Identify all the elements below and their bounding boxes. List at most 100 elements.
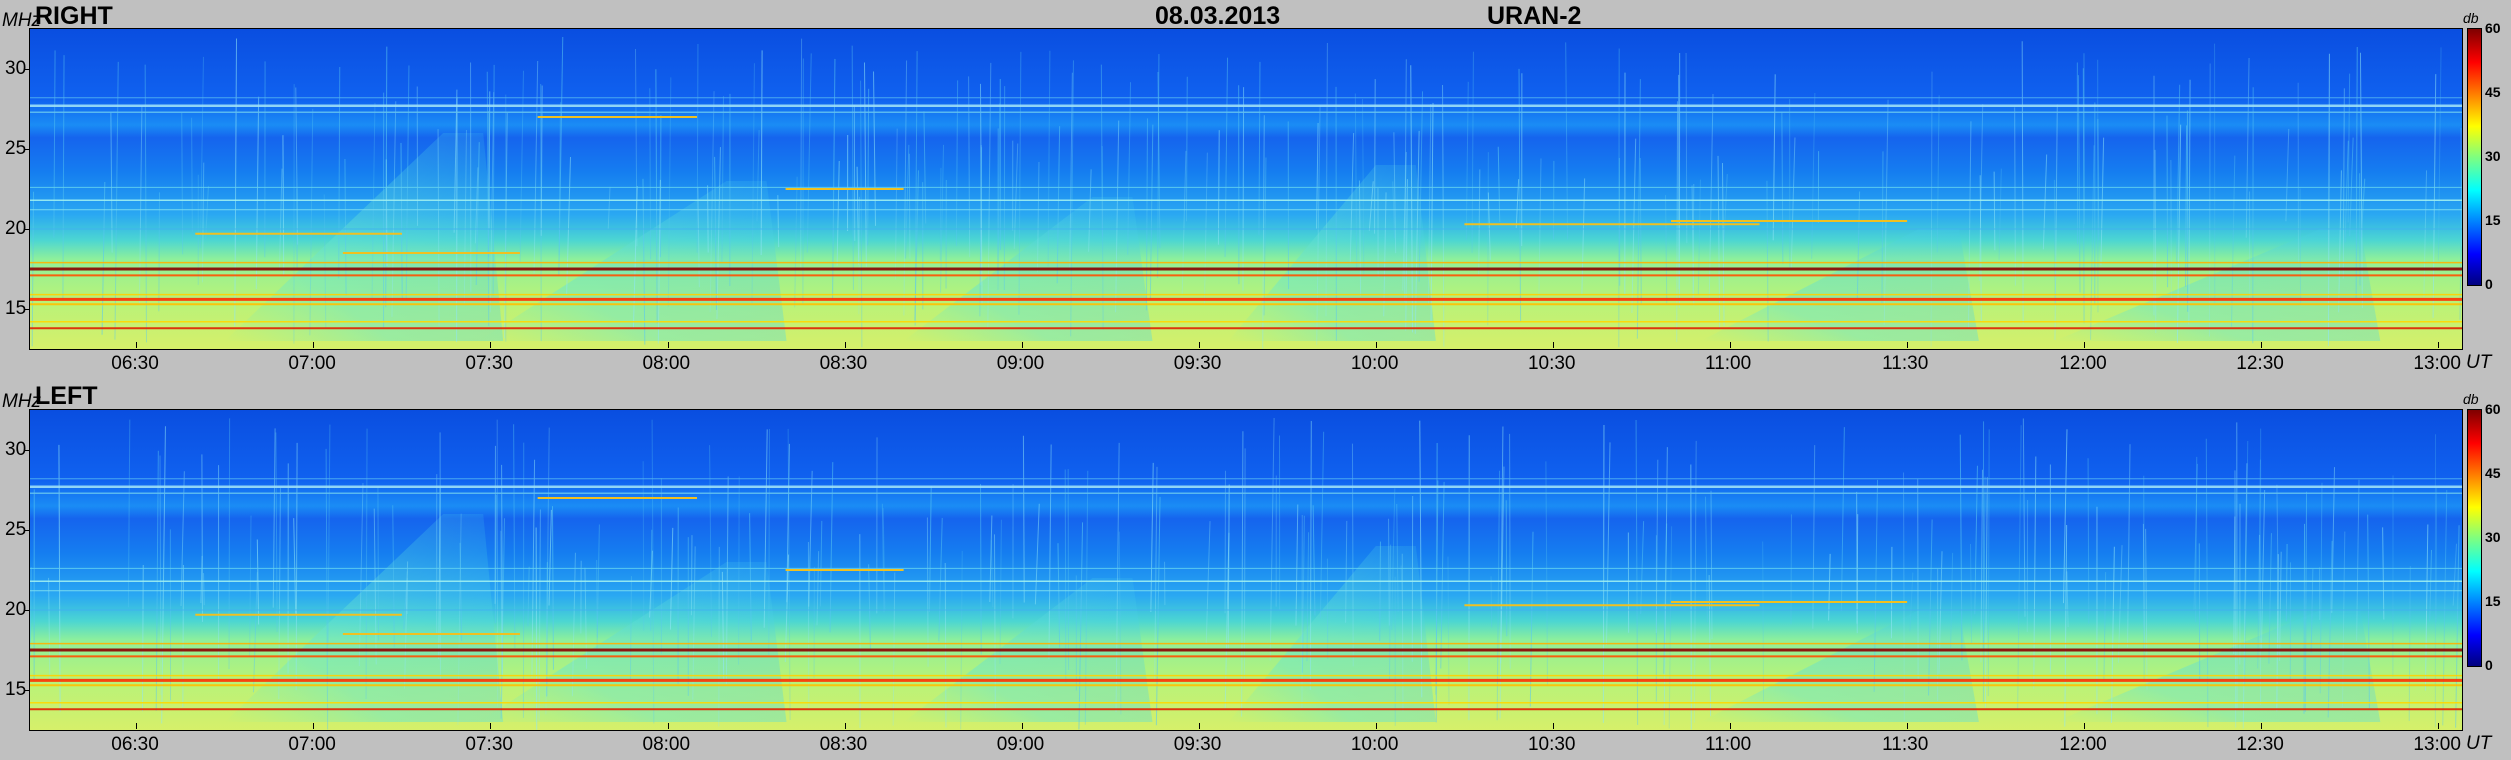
texture-line xyxy=(908,153,911,259)
y-tick-label: 25 xyxy=(5,519,27,540)
texture-line xyxy=(763,429,768,628)
x-tick-label: 12:00 xyxy=(2059,353,2107,374)
y-tick-mark xyxy=(24,69,29,70)
burst-0 xyxy=(224,133,504,341)
texture-line xyxy=(1538,158,1542,301)
texture-line xyxy=(2342,88,2345,279)
burst-3 xyxy=(1228,546,1436,722)
x-tick-mark xyxy=(1198,723,1200,729)
texture-line xyxy=(651,419,655,724)
texture-line xyxy=(492,64,495,296)
x-tick-label: 08:30 xyxy=(819,734,868,755)
texture-line xyxy=(1157,72,1161,248)
texture-line xyxy=(1635,419,1639,725)
texture-line xyxy=(201,454,203,622)
texture-line xyxy=(1998,168,2002,260)
x-tick-label: 13:00 xyxy=(2413,353,2461,374)
texture-line xyxy=(756,130,760,222)
texture-line xyxy=(234,38,238,327)
x-tick-mark xyxy=(1552,342,1554,348)
texture-line xyxy=(955,80,959,247)
texture-line xyxy=(607,186,611,230)
texture-line xyxy=(358,482,364,666)
texture-line xyxy=(707,185,709,253)
texture-line xyxy=(191,117,193,232)
x-tick-label: 11:00 xyxy=(1705,734,1752,755)
texture-line xyxy=(860,80,863,348)
x-tick-mark xyxy=(136,723,138,729)
texture-line xyxy=(365,428,368,699)
texture-line xyxy=(1258,61,1261,235)
date-label: 08.03.2013 xyxy=(1155,2,1281,30)
texture-line xyxy=(596,560,598,638)
texture-line xyxy=(1224,57,1229,257)
texture-line xyxy=(1393,132,1397,254)
burst-4 xyxy=(1700,610,1979,722)
texture-line xyxy=(1881,151,1884,305)
texture-line xyxy=(1500,466,1505,664)
texture-line xyxy=(1668,526,1673,729)
texture-line xyxy=(2017,425,2022,710)
texture-line xyxy=(721,96,724,263)
texture-line xyxy=(48,577,51,681)
texture-line xyxy=(894,128,898,280)
texture-line xyxy=(882,508,886,610)
texture-line xyxy=(2110,546,2115,724)
texture-line xyxy=(1048,444,1052,660)
texture-line xyxy=(309,108,314,336)
texture-line xyxy=(1013,143,1019,249)
texture-line xyxy=(144,64,147,343)
x-tick-mark xyxy=(313,342,315,348)
texture-line xyxy=(548,509,552,606)
bottom-y-axis-label: MHz xyxy=(2,391,42,412)
texture-line xyxy=(377,487,380,641)
x-tick-mark xyxy=(313,723,315,729)
texture-line xyxy=(1499,426,1504,719)
texture-line xyxy=(159,455,162,696)
x-tick-label: 09:00 xyxy=(996,734,1045,755)
texture-line xyxy=(938,517,943,642)
texture-line xyxy=(1295,504,1299,626)
texture-line xyxy=(1242,87,1245,291)
texture-line xyxy=(1427,103,1432,304)
texture-line xyxy=(721,571,725,682)
texture-line xyxy=(2154,149,2157,333)
texture-line xyxy=(2142,523,2145,653)
texture-line xyxy=(453,89,458,233)
texture-line xyxy=(255,96,260,290)
texture-line xyxy=(2310,568,2314,653)
colorbar-tick-label: 15 xyxy=(2485,212,2501,228)
burst-4 xyxy=(1700,229,1979,341)
texture-line xyxy=(1056,126,1061,284)
texture-line xyxy=(2014,107,2016,286)
x-tick-label: 12:30 xyxy=(2236,353,2284,374)
texture-line xyxy=(546,562,548,697)
texture-line xyxy=(1100,64,1103,237)
x-tick-mark xyxy=(1021,342,1023,348)
texture-line xyxy=(62,55,65,300)
texture-line xyxy=(1442,85,1445,347)
texture-line xyxy=(1354,93,1358,270)
texture-line xyxy=(1631,138,1637,313)
texture-line xyxy=(1181,150,1187,295)
texture-line xyxy=(2331,467,2336,613)
texture-line xyxy=(1269,417,1275,661)
texture-line xyxy=(819,520,823,607)
texture-line xyxy=(2145,528,2148,690)
texture-line xyxy=(794,176,798,308)
texture-line xyxy=(760,50,763,255)
x-tick-mark xyxy=(667,723,669,729)
texture-line xyxy=(1263,157,1267,316)
texture-line xyxy=(1145,118,1148,311)
texture-line xyxy=(558,36,564,275)
colorbar-tick-label: 30 xyxy=(2485,148,2501,164)
texture-line xyxy=(486,71,490,327)
y-tick-label: 20 xyxy=(5,218,27,239)
texture-line xyxy=(1640,521,1645,614)
texture-line xyxy=(2279,551,2282,662)
texture-line xyxy=(566,156,571,295)
texture-line xyxy=(2342,531,2346,708)
texture-line xyxy=(1602,425,1605,723)
x-tick-mark xyxy=(1198,342,1200,348)
texture-line xyxy=(1710,490,1713,640)
